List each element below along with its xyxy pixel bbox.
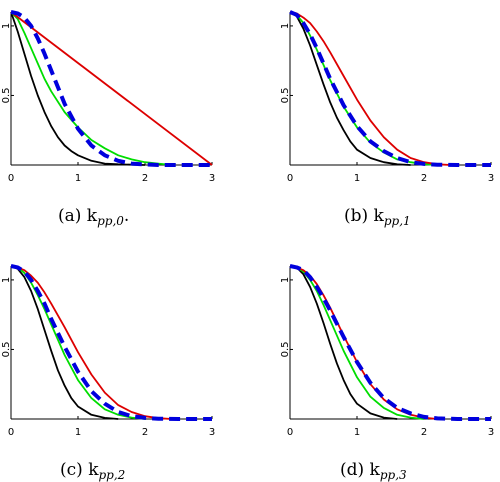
y-tick-label: 0.5 (1, 88, 12, 104)
x-tick-label: 3 (209, 427, 215, 438)
series-line-1 (289, 11, 411, 166)
x-tick-label: 0 (8, 173, 14, 184)
x-tick-label: 1 (75, 173, 81, 184)
y-tick-label: 0.5 (280, 342, 291, 358)
series-line-3 (10, 11, 213, 166)
series-line-4 (10, 10, 212, 167)
subplot-1: 0 1 2 3 0.5 1 (a) kpp,0. (1, 10, 215, 228)
series-line-4 (289, 264, 491, 421)
x-tick-label: 1 (354, 427, 360, 438)
series-line-2 (289, 11, 438, 166)
series-line-3 (289, 265, 438, 420)
x-tick-label: 1 (354, 173, 360, 184)
y-tick-label: 1 (280, 23, 291, 29)
series-line-2 (289, 265, 425, 420)
x-tick-label: 2 (421, 173, 427, 184)
subplot-4: 0 1 2 3 0.5 1 (d) kpp,3 (280, 264, 494, 482)
y-tick-label: 0.5 (1, 342, 12, 358)
x-tick-label: 2 (142, 173, 148, 184)
x-tick-label: 3 (488, 427, 494, 438)
x-tick-label: 0 (287, 173, 293, 184)
subplot-caption: (b) kpp,1 (344, 206, 411, 228)
x-tick-label: 2 (421, 427, 427, 438)
series-line-1 (10, 265, 119, 420)
x-tick-label: 3 (209, 173, 215, 184)
subplot-2: 0 1 2 3 0.5 1 (b) kpp,1 (280, 10, 494, 228)
subplot-3: 0 1 2 3 0.5 1 (c) kpp,2 (1, 264, 215, 482)
series-line-4 (10, 264, 212, 421)
y-tick-label: 1 (1, 277, 12, 283)
series-line-1 (289, 265, 398, 420)
y-tick-label: 1 (280, 277, 291, 283)
x-tick-label: 2 (142, 427, 148, 438)
subplot-caption: (d) kpp,3 (340, 460, 407, 482)
series-line-1 (10, 11, 146, 166)
x-tick-label: 0 (8, 427, 14, 438)
subplot-caption: (a) kpp,0. (58, 206, 129, 228)
x-tick-label: 1 (75, 427, 81, 438)
subplot-caption: (c) kpp,2 (60, 460, 125, 482)
x-tick-label: 3 (488, 173, 494, 184)
y-tick-label: 1 (1, 23, 12, 29)
x-tick-label: 0 (287, 427, 293, 438)
y-tick-label: 0.5 (280, 88, 291, 104)
series-line-4 (289, 10, 491, 167)
series-line-3 (289, 11, 451, 166)
